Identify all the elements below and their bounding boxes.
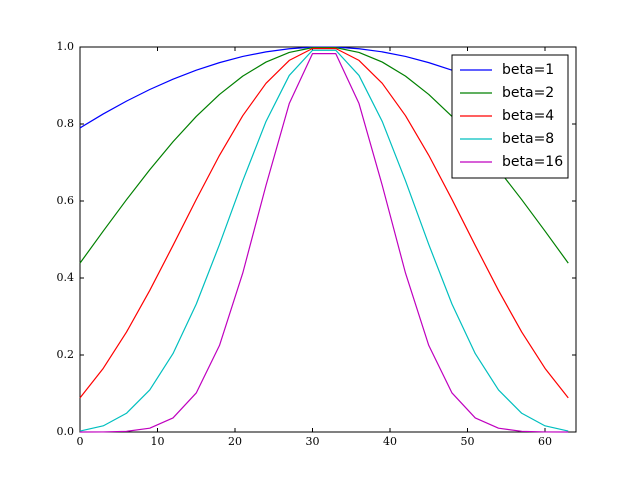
legend-label: beta=16	[502, 154, 563, 170]
x-tick-label: 10	[151, 435, 165, 448]
x-tick-label: 40	[383, 435, 397, 448]
line-series	[79, 53, 569, 433]
line-series	[79, 47, 569, 399]
y-tick-label: 0.6	[57, 194, 75, 207]
x-tick-label: 50	[461, 435, 475, 448]
x-tick-label: 0	[77, 435, 84, 448]
line-series	[79, 49, 569, 432]
y-tick-label: 0.0	[57, 425, 75, 438]
y-tick-label: 1.0	[57, 40, 75, 53]
y-tick-label: 0.8	[57, 117, 75, 130]
legend-label: beta=2	[502, 85, 554, 101]
legend-box	[451, 54, 569, 179]
y-tick-label: 0.4	[57, 271, 75, 284]
x-tick-label: 30	[306, 435, 320, 448]
legend-label: beta=1	[502, 62, 554, 78]
x-tick-label: 60	[538, 435, 552, 448]
y-tick-label: 0.2	[57, 348, 75, 361]
legend-label: beta=8	[502, 131, 554, 147]
legend-label: beta=4	[502, 108, 554, 124]
x-tick-label: 20	[228, 435, 242, 448]
